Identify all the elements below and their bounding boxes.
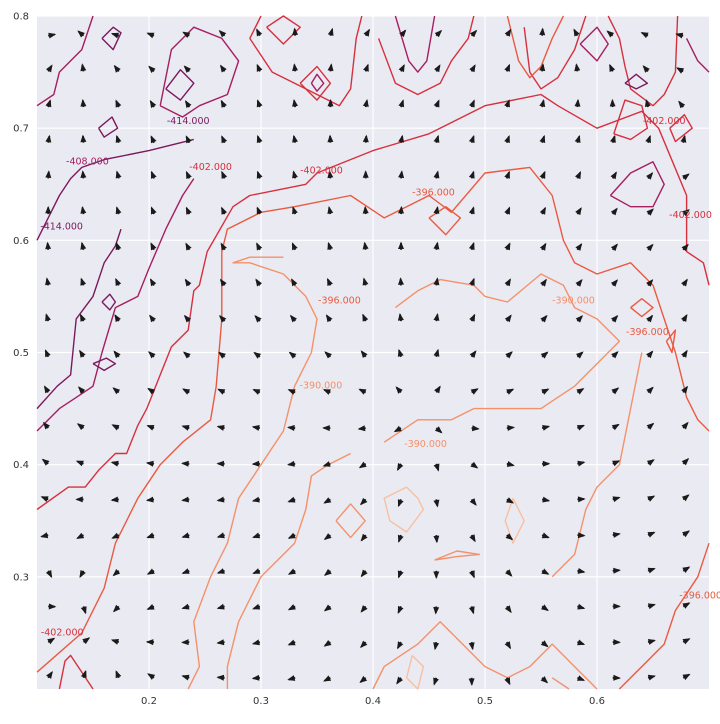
x-tick-label: 0.6 [589, 696, 605, 707]
x-axis-ticks: 0.2 0.3 0.4 0.5 0.6 [141, 696, 605, 707]
x-tick-label: 0.2 [141, 696, 157, 707]
contour-label: -402.000 [41, 627, 84, 638]
contour-label: -396.000 [318, 295, 361, 306]
x-tick-label: 0.3 [253, 696, 269, 707]
contour-label: -414.000 [167, 116, 210, 127]
y-axis-ticks: 0.3 0.4 0.5 0.6 0.7 0.8 [13, 12, 29, 584]
contour-label: -396.000 [679, 590, 720, 601]
y-tick-label: 0.5 [13, 348, 29, 359]
contour-label: -414.000 [40, 221, 83, 232]
y-tick-label: 0.7 [13, 124, 29, 135]
contour-label: -402.000 [669, 210, 712, 221]
contour-label: -396.000 [412, 188, 455, 199]
x-tick-label: 0.5 [477, 696, 493, 707]
contour-label: -396.000 [626, 327, 669, 338]
y-tick-label: 0.3 [13, 572, 29, 583]
y-tick-label: 0.8 [13, 12, 29, 23]
contour-label: -408.000 [66, 156, 109, 167]
contour-label: -402.000 [300, 165, 343, 176]
contour-label: -402.000 [189, 162, 232, 173]
y-tick-label: 0.4 [13, 460, 29, 471]
contour-label: -390.000 [300, 381, 343, 392]
y-tick-label: 0.6 [13, 236, 29, 247]
contour-label: -390.000 [404, 439, 447, 450]
contour-label: -390.000 [552, 295, 595, 306]
x-tick-label: 0.4 [365, 696, 381, 707]
contour-label: -402.000 [643, 116, 686, 127]
